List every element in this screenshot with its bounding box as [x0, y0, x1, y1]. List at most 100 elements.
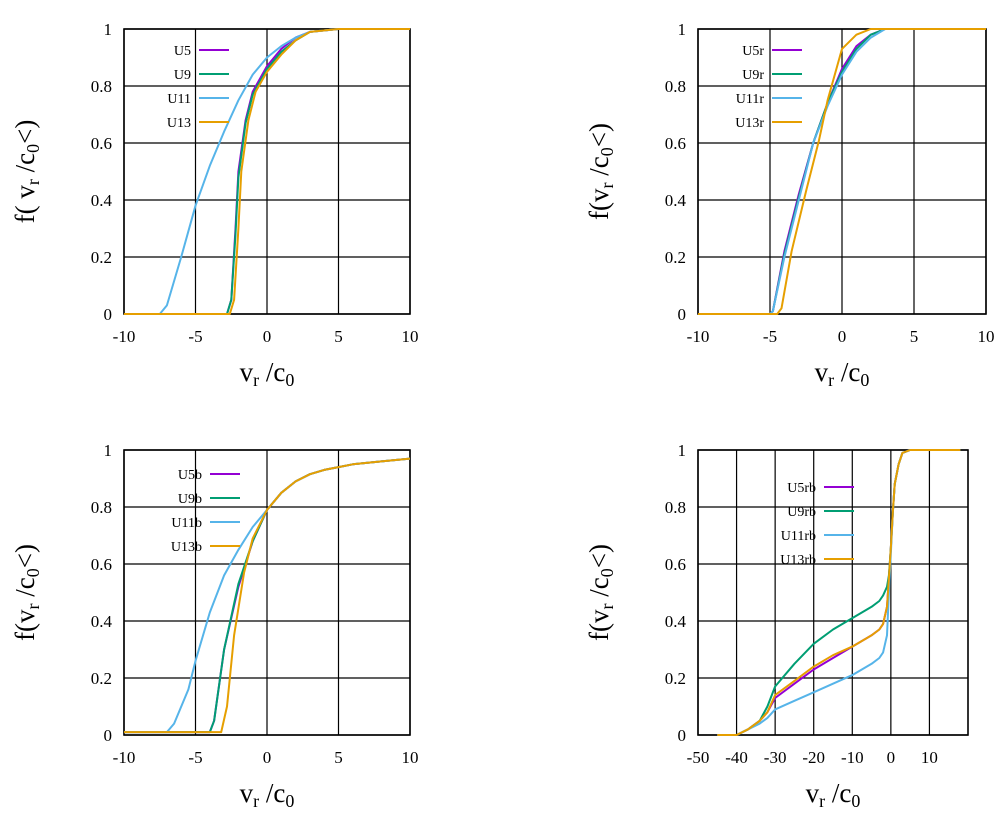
x-axis-label: vr /c0 — [815, 357, 870, 390]
y-axis-label-part: r — [23, 603, 43, 609]
x-axis-label-part: /c — [259, 357, 285, 387]
legend-label-u5rb: U5rb — [787, 481, 816, 496]
x-axis-label-part: /c — [834, 357, 860, 387]
series-line-u9rb — [717, 449, 961, 736]
y-axis-label: f(vr /c0<) — [10, 544, 43, 641]
y-axis-label-part: 0 — [597, 568, 617, 577]
x-tick-label: -30 — [764, 748, 787, 767]
y-tick-label: 0.8 — [665, 77, 686, 96]
x-tick-label: -10 — [113, 327, 136, 346]
x-axis-label-part: 0 — [285, 370, 294, 390]
x-tick-label: -10 — [841, 748, 864, 767]
y-tick-label: 0.2 — [91, 669, 112, 688]
y-axis-label-part: /c — [10, 577, 40, 603]
x-tick-label: -40 — [725, 748, 748, 767]
y-axis-label-part: 0 — [23, 144, 43, 153]
x-tick-label: 5 — [334, 748, 343, 767]
x-axis-label-part: 0 — [860, 370, 869, 390]
y-tick-label: 0.4 — [91, 191, 113, 210]
y-tick-label: 0.4 — [665, 191, 687, 210]
y-axis-label-part: <) — [10, 120, 40, 144]
legend-label-u9r: U9r — [742, 68, 764, 83]
y-tick-label: 0.6 — [91, 555, 112, 574]
legend-label-u13: U13 — [167, 116, 191, 131]
y-axis-label-part: r — [23, 179, 43, 185]
legend-label-u13b: U13b — [171, 540, 202, 555]
x-tick-label: -10 — [113, 748, 136, 767]
x-tick-label: 10 — [402, 327, 419, 346]
y-tick-label: 0 — [104, 305, 113, 324]
x-tick-label: 0 — [263, 327, 272, 346]
y-tick-label: 0.2 — [665, 248, 686, 267]
series-line-u11rb — [717, 449, 961, 736]
series-line-u5rb — [717, 449, 961, 736]
y-axis-label-part: /c — [584, 577, 614, 603]
series-line-u13rb — [717, 449, 961, 736]
y-axis-label: f( vr /c0<) — [10, 120, 43, 224]
x-tick-label: 0 — [263, 748, 272, 767]
y-axis-label-part: 0 — [597, 147, 617, 156]
y-axis-label-part: /c — [10, 153, 40, 179]
x-tick-label: -5 — [188, 327, 202, 346]
plot-frame — [697, 28, 987, 315]
x-axis-label: vr /c0 — [240, 357, 295, 390]
x-axis-label-part: r — [819, 791, 825, 811]
x-axis-label-part: /c — [259, 778, 285, 808]
y-tick-label: 0 — [104, 726, 113, 745]
y-tick-label: 1 — [678, 20, 687, 39]
plot-frame — [123, 449, 411, 736]
x-axis-label-part: 0 — [851, 791, 860, 811]
x-tick-label: -5 — [188, 748, 202, 767]
y-axis-label-part: <) — [10, 544, 40, 568]
x-axis-label-part: v — [240, 357, 254, 387]
y-axis-label: f(vr /c0<) — [584, 123, 617, 220]
y-axis-label-part: 0 — [23, 568, 43, 577]
legend-label-u11b: U11b — [171, 516, 202, 531]
x-axis-label-part: 0 — [285, 791, 294, 811]
y-axis-label: f(vr /c0<) — [584, 544, 617, 641]
y-tick-label: 0 — [678, 305, 687, 324]
y-axis-label-part: <) — [584, 544, 614, 568]
x-tick-label: -20 — [802, 748, 825, 767]
legend-label-u5: U5 — [174, 44, 191, 59]
legend-label-u11r: U11r — [736, 92, 765, 107]
legend-label-u13rb: U13rb — [780, 553, 816, 568]
x-tick-label: 5 — [334, 327, 343, 346]
y-tick-label: 0.4 — [91, 612, 113, 631]
y-axis-label-part: f(v — [584, 609, 614, 641]
x-tick-label: 10 — [402, 748, 419, 767]
series-line-u13b — [124, 457, 410, 734]
x-axis-label: vr /c0 — [240, 778, 295, 811]
legend-label-u11rb: U11rb — [781, 529, 816, 544]
legend-label-u5b: U5b — [178, 468, 202, 483]
y-tick-label: 0.2 — [665, 669, 686, 688]
y-axis-label-part: f(v — [10, 609, 40, 641]
x-axis-label-part: v — [240, 778, 254, 808]
legend-label-u9rb: U9rb — [787, 505, 816, 520]
y-tick-label: 0 — [678, 726, 687, 745]
y-axis-label-part: <) — [584, 123, 614, 147]
x-tick-label: -5 — [763, 327, 777, 346]
y-tick-label: 1 — [104, 441, 113, 460]
legend-label-u11: U11 — [167, 92, 191, 107]
x-tick-label: 0 — [887, 748, 896, 767]
legend-label-u13r: U13r — [735, 116, 764, 131]
x-axis-label-part: r — [253, 791, 259, 811]
y-axis-label-part: r — [597, 182, 617, 188]
x-axis-label-part: /c — [825, 778, 851, 808]
y-axis-label-part: /c — [584, 156, 614, 182]
plot-frame — [123, 28, 411, 315]
y-tick-label: 0.8 — [91, 77, 112, 96]
x-tick-label: 0 — [838, 327, 847, 346]
series-line-u13 — [124, 28, 410, 315]
y-tick-label: 0.2 — [91, 248, 112, 267]
y-tick-label: 0.6 — [665, 555, 686, 574]
x-tick-label: 10 — [921, 748, 938, 767]
y-tick-label: 0.6 — [665, 134, 686, 153]
plot-frame — [697, 449, 969, 736]
x-axis-label: vr /c0 — [806, 778, 861, 811]
